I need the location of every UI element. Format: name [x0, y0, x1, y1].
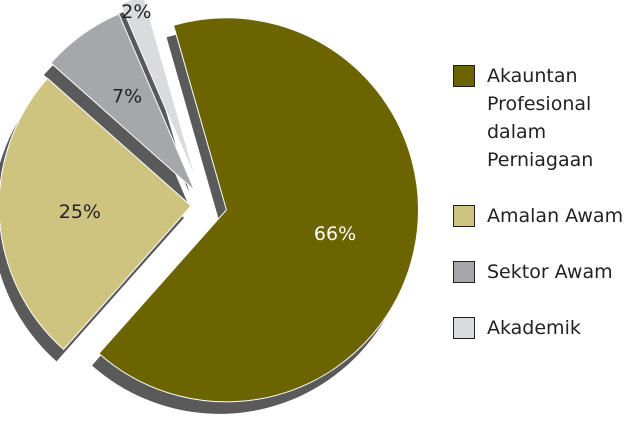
pie-slice: [119, 0, 197, 181]
pie-slice: [98, 17, 419, 403]
legend-label: Akauntan Profesional dalam Perniagaan: [487, 65, 594, 171]
legend-swatch: [453, 317, 475, 339]
pie-area: 66% 25% 7% 2%: [0, 0, 419, 414]
legend-item: Akademik: [453, 314, 640, 342]
legend-label: Akademik: [487, 317, 581, 339]
legend-item: Amalan Awam: [453, 202, 640, 230]
data-label: 66%: [314, 223, 356, 245]
legend-item: Akauntan Profesional dalam Perniagaan: [453, 62, 640, 174]
pie-slice: [0, 77, 192, 351]
legend: Akauntan Profesional dalam Perniagaan Ama…: [453, 62, 640, 370]
pie-slice: [50, 13, 195, 191]
data-label: 25%: [59, 201, 101, 223]
legend-swatch: [453, 261, 475, 283]
legend-label: Sektor Awam: [487, 261, 613, 283]
legend-swatch: [453, 65, 475, 87]
data-label: 7%: [112, 85, 142, 107]
legend-item: Sektor Awam: [453, 258, 640, 286]
data-label: 2%: [121, 1, 151, 23]
legend-label: Amalan Awam: [487, 205, 624, 227]
legend-swatch: [453, 205, 475, 227]
